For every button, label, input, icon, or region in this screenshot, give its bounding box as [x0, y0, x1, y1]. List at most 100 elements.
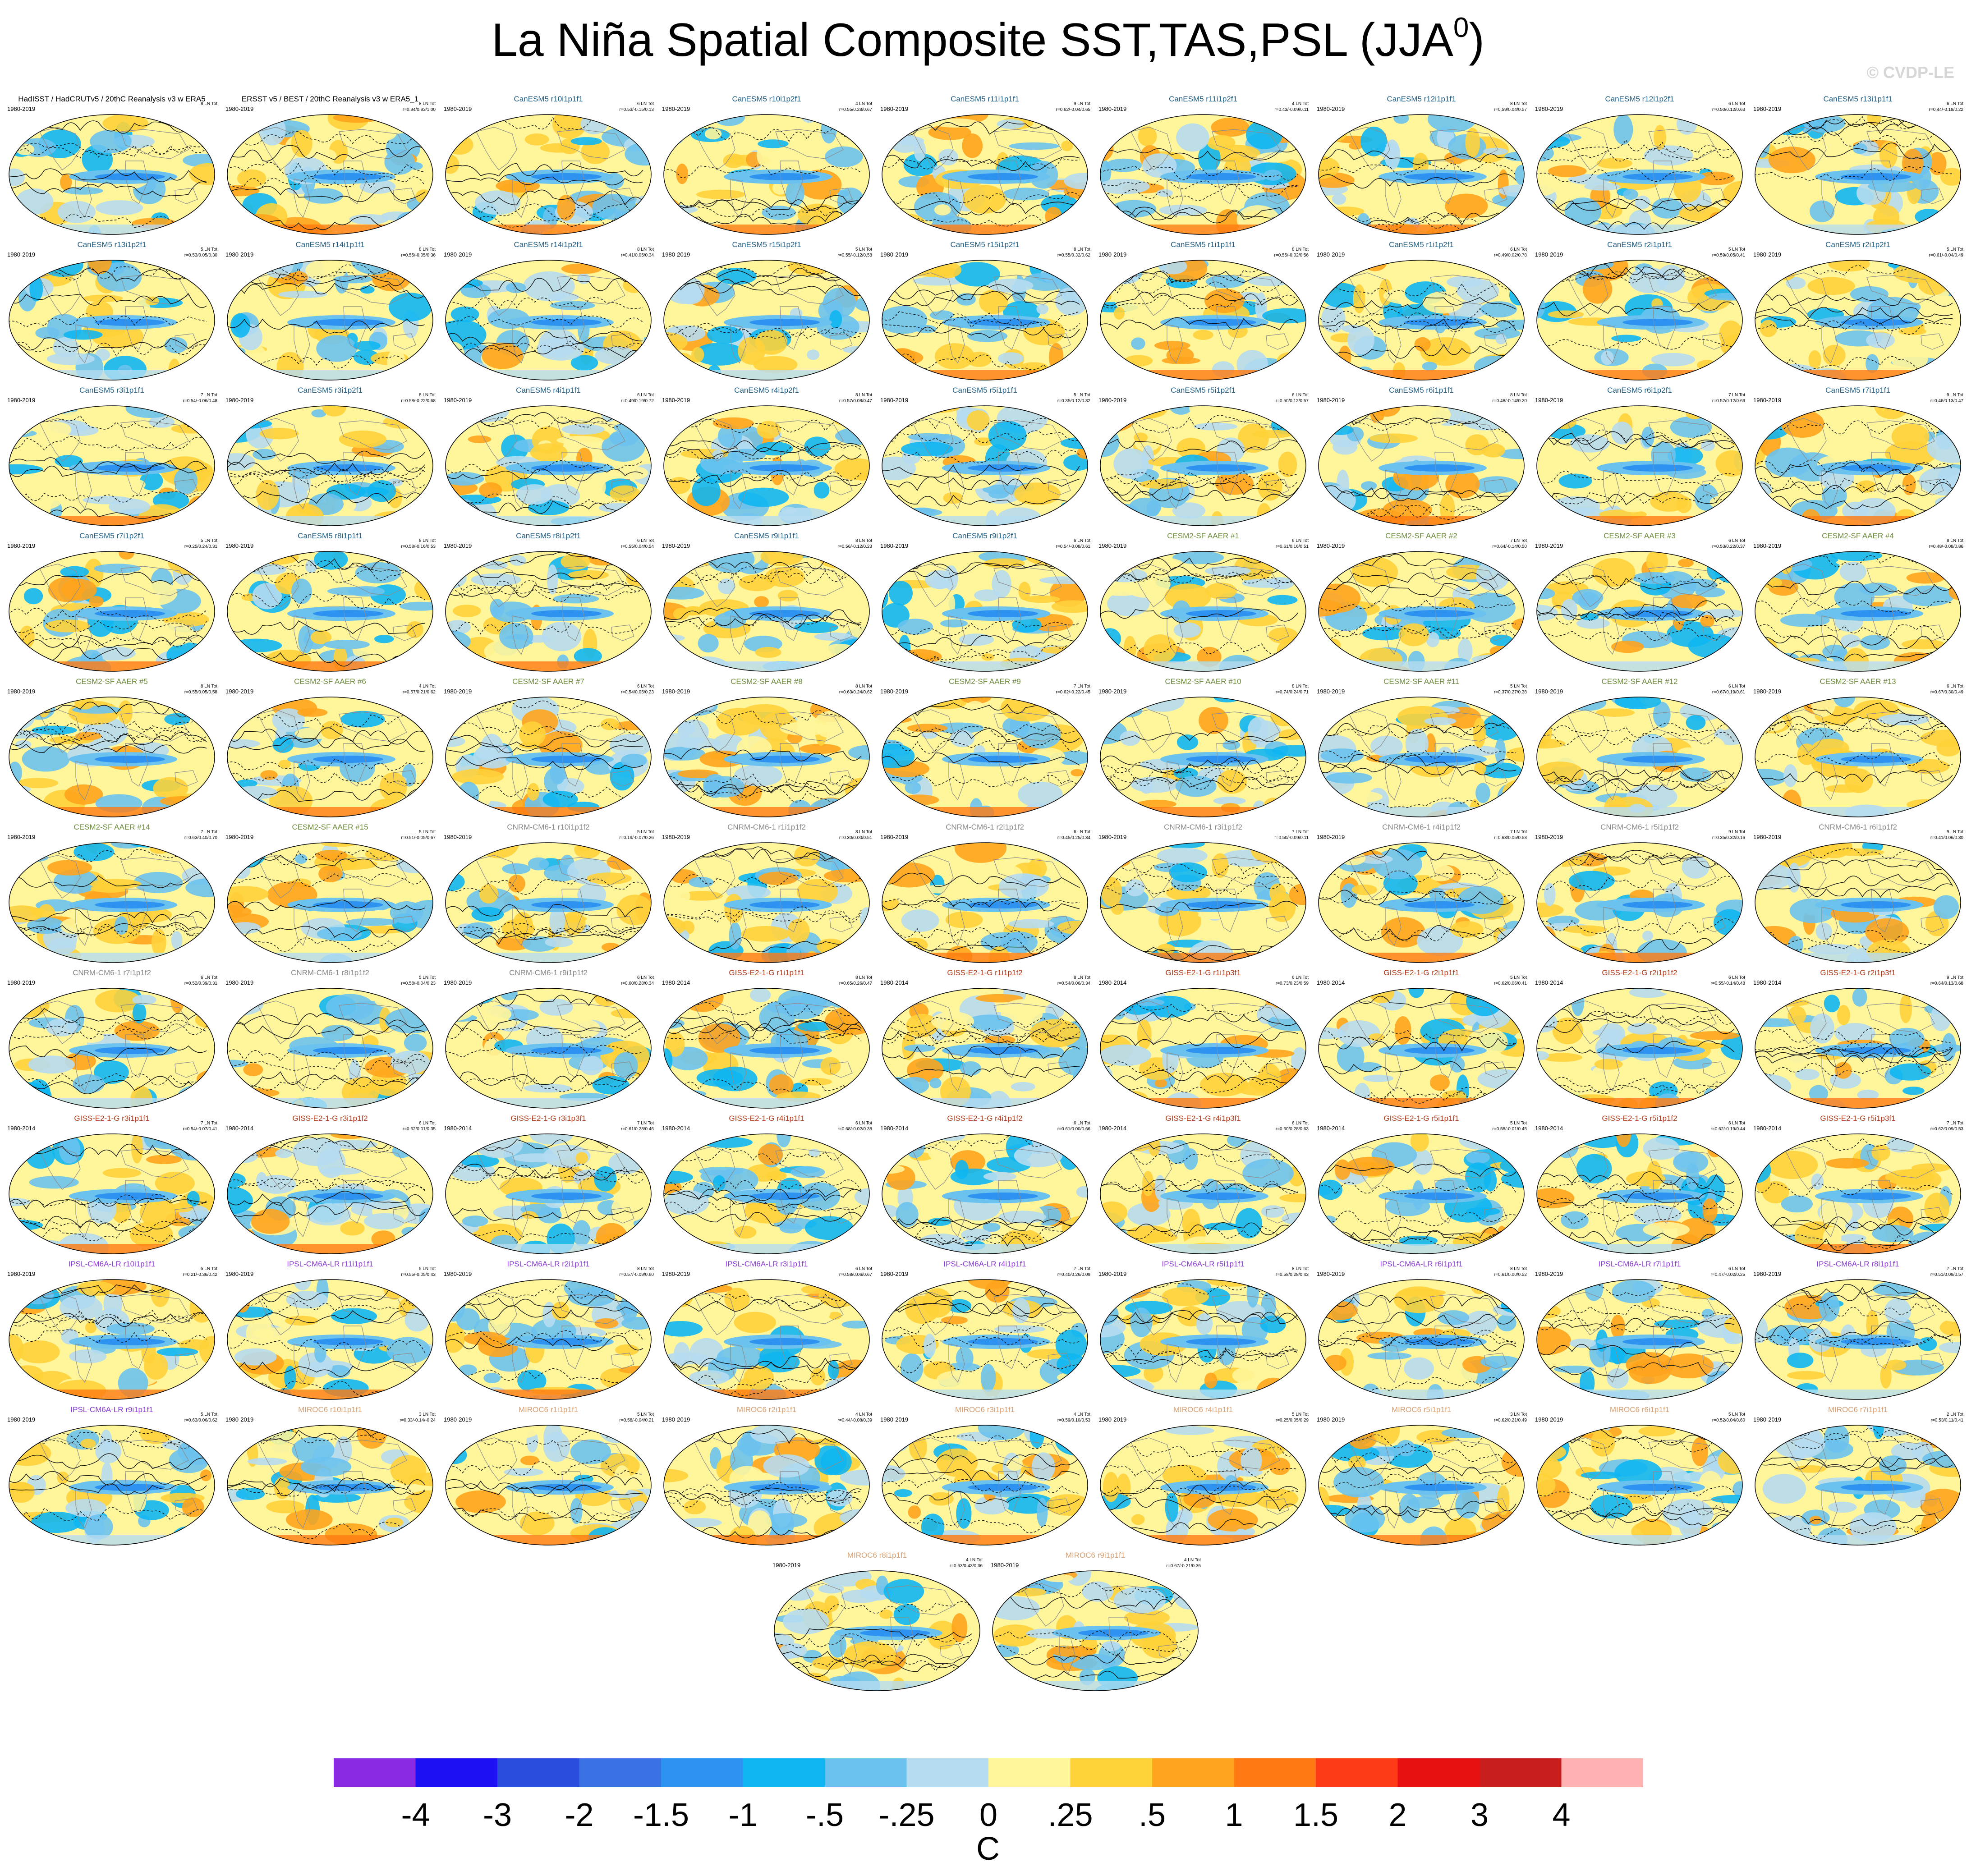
anomaly-patch — [275, 1149, 293, 1158]
anomaly-patch — [179, 1339, 210, 1351]
map-outline — [663, 988, 870, 1109]
psl-contour — [882, 897, 1080, 908]
anomaly-patch — [1552, 1017, 1583, 1045]
map-outline — [882, 988, 1088, 1109]
pacific-cold-core — [1841, 901, 1911, 908]
map-plot — [1755, 842, 1961, 963]
anomaly-patch — [998, 1211, 1047, 1224]
psl-contour — [882, 937, 1080, 953]
anomaly-patch — [727, 449, 766, 461]
coastline — [1216, 889, 1240, 932]
anomaly-patch — [1107, 591, 1150, 616]
polar-band — [9, 1244, 215, 1254]
psl-contour — [1319, 1330, 1516, 1346]
panel-event-count: 6 LN Tot — [1728, 538, 1745, 543]
coastline — [1484, 916, 1507, 932]
anomaly-patch — [496, 936, 531, 951]
anomaly-patch — [596, 1223, 628, 1251]
map-plot — [882, 114, 1088, 235]
panel-years: 1980-2019 — [7, 834, 36, 840]
anomaly-patch — [1319, 222, 1346, 234]
panel-stats: 6 LN Tot r=0.60/0.28/0.34 — [600, 975, 654, 986]
psl-contour — [446, 735, 643, 748]
psl-contour — [1755, 142, 1953, 160]
psl-contour — [9, 342, 207, 357]
panel-stats: 5 LN Tot r=0.21/-0.36/0.42 — [163, 1266, 217, 1278]
coastline — [1130, 1146, 1172, 1190]
coastline — [339, 1294, 407, 1324]
coastline — [1785, 272, 1827, 316]
anomaly-patch — [575, 1152, 588, 1164]
map-panel: IPSL-CM6A-LR r8i1p1f1 1980-2019 7 LN Tot r=… — [1750, 1260, 1966, 1404]
panel-years: 1980-2019 — [880, 834, 909, 840]
coastline — [75, 615, 92, 655]
coastline — [1921, 188, 1944, 204]
anomaly-patch — [898, 634, 911, 662]
anomaly-patch — [797, 203, 840, 227]
panel-stats: 8 LN Tot r=0.48/-0.08/0.86 — [1909, 538, 1963, 550]
anomaly-patch — [1499, 944, 1524, 963]
anomaly-patch — [409, 406, 427, 415]
panel-map — [1318, 842, 1525, 963]
psl-contour — [1537, 600, 1735, 616]
anomaly-patch — [1234, 642, 1260, 651]
anomaly-patch — [882, 890, 897, 901]
panel-event-count: 8 LN Tot — [418, 101, 436, 106]
psl-contour — [1537, 1316, 1735, 1330]
anomaly-patch — [1756, 638, 1778, 666]
anomaly-patch — [915, 325, 937, 333]
psl-contour — [1537, 732, 1735, 746]
psl-contour — [9, 743, 207, 754]
pacific-cold-core — [1622, 901, 1693, 908]
panel-stats: 8 LN Tot r=0.59/0.04/0.57 — [1473, 101, 1527, 113]
panel-stats: 6 LN Tot r=0.53/-0.15/0.13 — [600, 101, 654, 113]
map-plot — [1100, 405, 1306, 526]
anomaly-patch — [1720, 997, 1742, 1011]
anomaly-patch — [816, 939, 845, 954]
panel-event-count: 6 LN Tot — [1291, 538, 1309, 543]
map-outline — [1536, 988, 1743, 1109]
psl-contour — [1755, 462, 1953, 478]
psl-contour — [9, 727, 207, 743]
psl-contour — [9, 143, 207, 156]
psl-contour — [882, 897, 1080, 912]
map-panel: CESM2-SF AAER #11 1980-2019 5 LN Tot r=0.37… — [1313, 677, 1530, 821]
panel-map — [663, 987, 870, 1109]
map-panel: GISS-E2-1-G r4i1p3f1 1980-2014 6 LN Tot r=0… — [1095, 1114, 1311, 1258]
coastline — [993, 129, 1062, 159]
coastline — [1921, 479, 1944, 495]
anomaly-patch — [54, 869, 98, 894]
panel-correlations: r=0.58/-0.16/0.53 — [401, 544, 436, 549]
panel-map — [445, 1279, 652, 1400]
anomaly-patch — [1596, 158, 1632, 169]
panel-map — [1536, 1133, 1743, 1255]
anomaly-patch — [1100, 506, 1114, 518]
map-plot — [663, 551, 870, 672]
anomaly-patch — [483, 561, 508, 570]
coastline — [257, 1000, 299, 1044]
polar-band — [664, 1390, 869, 1399]
coastline — [1167, 615, 1183, 655]
polar-band — [1755, 1098, 1961, 1108]
panel-years: 1980-2019 — [1098, 251, 1127, 258]
anomaly-patch — [1758, 560, 1770, 575]
panel-event-count: 6 LN Tot — [1728, 1266, 1745, 1271]
anomaly-patch — [1369, 1033, 1384, 1041]
panel-stats: 9 LN Tot r=0.64/0.13/0.68 — [1909, 975, 1963, 986]
anomaly-patch — [227, 801, 242, 817]
anomaly-patch — [63, 411, 102, 420]
anomaly-patch — [252, 583, 282, 610]
anomaly-patch — [446, 988, 479, 1003]
coastline — [912, 418, 954, 462]
panel-correlations: r=0.35/0.12/0.32 — [1057, 399, 1090, 404]
anomaly-patch — [462, 1216, 488, 1227]
coastline — [1130, 855, 1172, 899]
anomaly-patch — [1169, 862, 1207, 882]
anomaly-patch — [814, 632, 853, 641]
anomaly-patch — [1049, 343, 1064, 372]
anomaly-patch — [227, 1082, 253, 1103]
psl-contour — [1100, 291, 1298, 307]
panel-map — [1099, 1133, 1307, 1255]
polar-band — [446, 1390, 651, 1399]
map-plot — [1318, 405, 1525, 526]
